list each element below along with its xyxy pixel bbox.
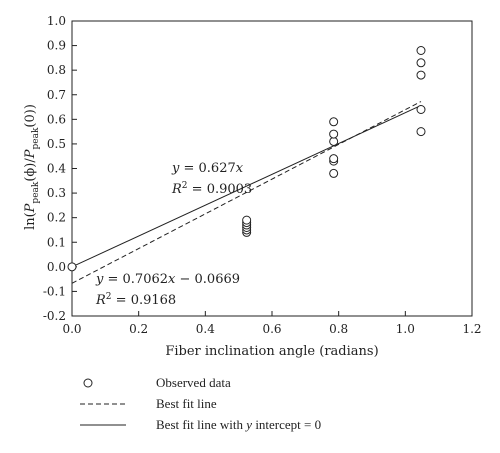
y-tick-label: 0.6 [47,112,66,126]
y-tick-label: 1.0 [47,14,66,28]
x-tick-label: 0.4 [196,322,215,336]
y-tick-label: -0.2 [43,309,66,323]
x-tick-label: 0.2 [129,322,148,336]
legend-item-observed: Observed data [80,372,321,393]
data-point [329,168,339,178]
annotation-zero-intercept-r2: R2 = 0.9003 [171,181,252,197]
legend-item-best-fit-zero: Best fit line with y intercept = 0 [80,414,321,435]
y-tick-label: 0.7 [47,88,66,102]
x-axis: 0.0 0.2 0.4 0.6 0.8 1.0 1.2 [62,311,482,336]
open-circle-icon [80,376,132,390]
y-tick-label: 0.3 [47,186,66,200]
x-tick-label: 0.8 [329,322,348,336]
data-point [416,127,426,137]
x-tick-label: 0.0 [62,322,81,336]
x-tick-label: 1.2 [462,322,481,336]
data-point [67,262,77,272]
y-tick-label: 0.5 [47,137,66,151]
data-point [329,154,339,164]
y-tick-label: 0.0 [47,260,66,274]
y-tick-label: 0.9 [47,39,66,53]
best-fit-line-zero-intercept [71,104,422,268]
legend: Observed data Best fit line Best fit lin… [80,372,321,435]
y-tick-label: 0.2 [47,211,66,225]
x-tick-label: 0.6 [262,322,281,336]
annotation-zero-intercept-equation: y = 0.627x [171,161,244,176]
y-axis: -0.2 -0.1 0.0 0.1 0.2 0.3 0.4 0.5 0.6 0.7 0.8 0.9 1.… [43,14,77,323]
data-point [329,117,339,127]
observed-points [67,46,426,272]
best-fit-line [71,101,422,284]
annotation-best-fit-equation: y = 0.7062x − 0.0669 [95,272,240,287]
y-axis-label: ln(Ppeak(ϕ)/Ppeak(0)) [23,104,41,230]
legend-label-observed: Observed data [156,374,231,390]
data-point [416,46,426,55]
legend-label-best-fit: Best fit line [156,395,217,411]
fit-lines [71,101,422,284]
data-point [416,70,426,80]
data-point [416,105,426,114]
solid-line-icon [80,418,132,432]
dashed-line-icon [80,397,132,411]
data-point [416,58,426,68]
annotation-best-fit-r2: R2 = 0.9168 [95,292,176,308]
x-axis-label: Fiber inclination angle (radians) [165,344,378,359]
data-point [329,129,339,139]
legend-item-best-fit: Best fit line [80,393,321,414]
x-tick-label: 1.0 [396,322,415,336]
y-tick-label: 0.1 [47,235,66,249]
y-tick-label: 0.8 [47,63,66,77]
data-point [329,136,339,146]
legend-label-best-fit-zero: Best fit line with y intercept = 0 [156,416,322,432]
y-tick-label: -0.1 [43,284,66,298]
data-point [242,215,252,225]
y-tick-label: 0.4 [47,162,66,176]
